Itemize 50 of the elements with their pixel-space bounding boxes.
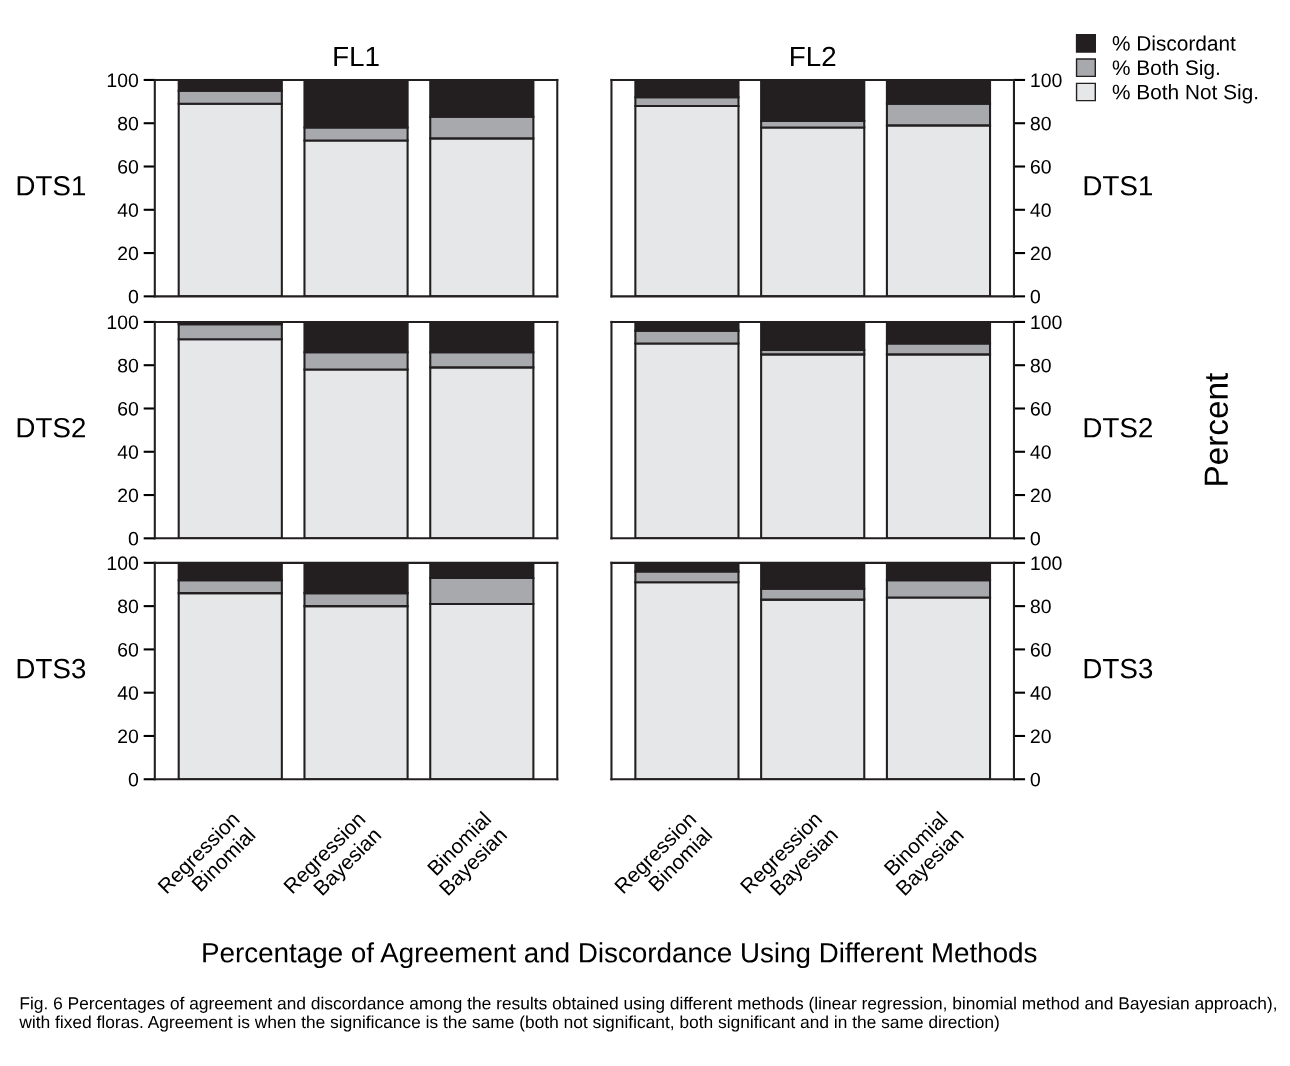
y-tick-label: 40 bbox=[117, 686, 139, 700]
chart-title: FL2 bbox=[791, 46, 836, 67]
y-axis-title: DTS1 bbox=[1084, 175, 1153, 196]
y-tick-label: 60 bbox=[118, 642, 139, 657]
y-tick-label: 60 bbox=[1030, 401, 1051, 416]
y-tick-label: 0 bbox=[1030, 772, 1040, 787]
y-tick-label: 80 bbox=[118, 358, 139, 373]
legend-label: % Both Not Sig. bbox=[1112, 84, 1258, 104]
y-tick-label: 20 bbox=[1030, 246, 1051, 261]
y-tick-label: 80 bbox=[1030, 599, 1051, 614]
y-tick-label: 20 bbox=[1030, 729, 1051, 744]
y-axis-title: DTS3 bbox=[1084, 658, 1153, 679]
caption: Fig. 6 Percentages of agreement and discordance among the results obtained using different methods (linear regression, binomial method and Bayesian approach), with fixed floras. Agreement is when the significance is the same (both not significant, both significant and in the same direction) bbox=[19, 996, 1276, 1032]
y-tick-label: 40 bbox=[1030, 203, 1051, 218]
y-tick-label: 60 bbox=[118, 401, 139, 416]
y-tick-label: 80 bbox=[118, 599, 139, 614]
y-axis-title: DTS1 bbox=[17, 175, 86, 196]
text: Percent bbox=[1204, 372, 1228, 485]
y-tick-label: 0 bbox=[1030, 531, 1040, 546]
y-tick-label: 80 bbox=[118, 116, 139, 131]
y-tick-label: 0 bbox=[128, 289, 139, 304]
y-tick-label: 20 bbox=[118, 246, 139, 261]
text: Percentage of Agreement and Discordance Using Different Methods bbox=[203, 942, 1037, 969]
y-axis-title: DTS2 bbox=[17, 417, 85, 438]
y-tick-label: 100 bbox=[1031, 315, 1062, 330]
y-axis-title: DTS2 bbox=[1084, 417, 1152, 438]
y-tick-label: 0 bbox=[128, 772, 139, 787]
y-tick-label: 0 bbox=[1030, 289, 1040, 304]
y-tick-label: 60 bbox=[118, 159, 139, 174]
y-tick-label: 100 bbox=[107, 315, 139, 330]
y-tick-label: 100 bbox=[107, 556, 139, 571]
y-tick-label: 80 bbox=[1030, 116, 1051, 131]
y-axis-title: DTS3 bbox=[17, 658, 86, 679]
y-tick-label: 40 bbox=[117, 445, 139, 460]
y-tick-label: 40 bbox=[1030, 445, 1051, 460]
y-tick-label: 20 bbox=[118, 488, 139, 503]
legend-label: % Discordant bbox=[1112, 35, 1236, 51]
y-tick-label: 100 bbox=[107, 73, 139, 88]
y-tick-label: 0 bbox=[128, 531, 139, 546]
legend-label: % Both Sig. bbox=[1112, 59, 1219, 80]
y-tick-label: 20 bbox=[118, 729, 139, 744]
y-tick-label: 20 bbox=[1030, 488, 1051, 503]
y-tick-label: 40 bbox=[117, 203, 139, 218]
y-tick-label: 100 bbox=[1031, 73, 1062, 88]
chart-title: FL1 bbox=[334, 46, 379, 67]
y-tick-label: 80 bbox=[1030, 358, 1051, 373]
y-tick-label: 60 bbox=[1030, 159, 1051, 174]
y-tick-label: 60 bbox=[1030, 642, 1051, 657]
y-tick-label: 40 bbox=[1030, 686, 1051, 700]
y-tick-label: 100 bbox=[1031, 556, 1062, 571]
